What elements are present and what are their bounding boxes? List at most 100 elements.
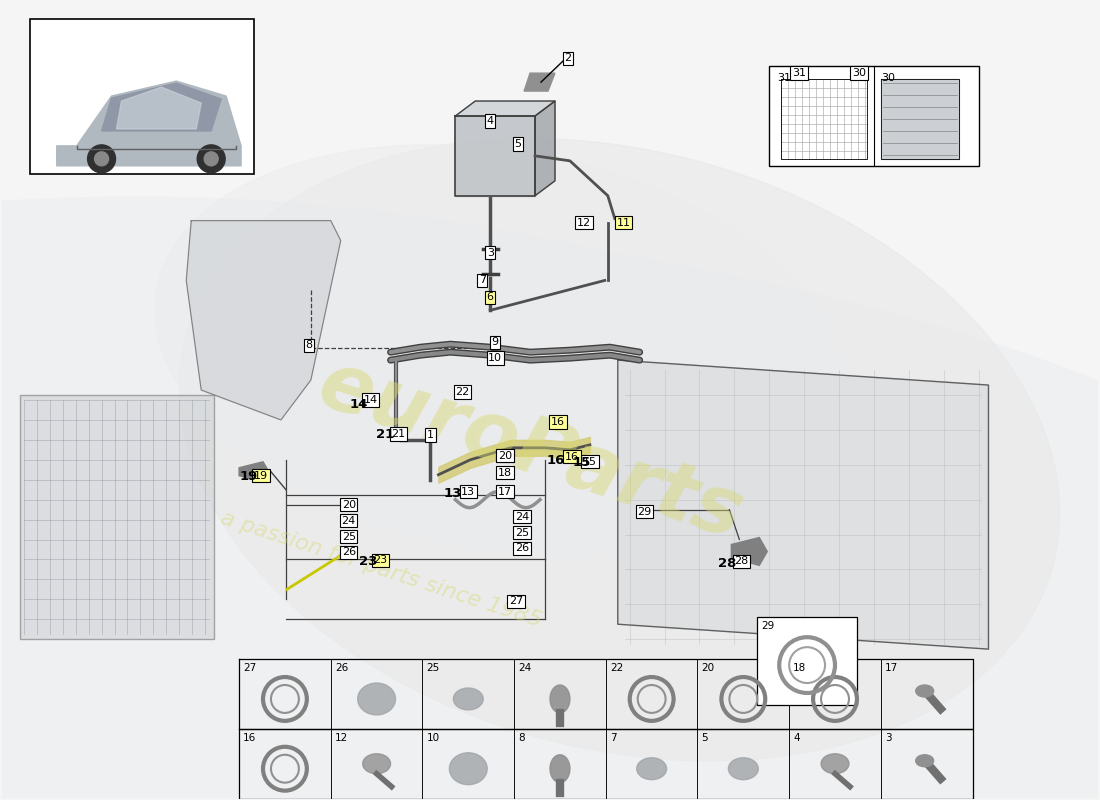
Ellipse shape	[915, 685, 934, 697]
Text: 30: 30	[851, 68, 866, 78]
Text: 26: 26	[334, 663, 348, 673]
Text: 7: 7	[478, 275, 486, 286]
Polygon shape	[732, 538, 767, 566]
Text: 27: 27	[243, 663, 256, 673]
Text: 21: 21	[376, 428, 395, 442]
Polygon shape	[455, 116, 535, 196]
Text: 17: 17	[498, 486, 513, 497]
Polygon shape	[57, 81, 241, 166]
Ellipse shape	[915, 754, 934, 766]
Polygon shape	[101, 83, 221, 131]
Bar	[30, 19, 254, 174]
Text: 26: 26	[515, 543, 529, 554]
Ellipse shape	[550, 685, 570, 713]
Polygon shape	[239, 462, 270, 482]
Text: 14: 14	[350, 398, 367, 411]
Text: 20: 20	[702, 663, 715, 673]
Text: 14: 14	[364, 395, 377, 405]
Text: 23: 23	[374, 555, 387, 566]
Text: 24: 24	[515, 511, 529, 522]
Text: 13: 13	[443, 487, 462, 500]
Text: 24: 24	[518, 663, 531, 673]
Ellipse shape	[637, 758, 667, 780]
Text: 15: 15	[573, 456, 591, 470]
Text: 12: 12	[576, 218, 591, 228]
Text: 10: 10	[488, 353, 503, 363]
Text: 20: 20	[498, 451, 513, 461]
Ellipse shape	[363, 754, 390, 774]
Polygon shape	[881, 79, 958, 159]
Text: 30: 30	[881, 73, 894, 83]
Text: 12: 12	[334, 733, 348, 743]
Bar	[769, 66, 979, 166]
Ellipse shape	[453, 688, 483, 710]
Polygon shape	[618, 360, 989, 649]
Text: 22: 22	[455, 387, 470, 397]
Text: 17: 17	[498, 451, 513, 461]
Text: 17: 17	[884, 663, 898, 673]
Text: 6: 6	[486, 292, 494, 302]
Text: 10: 10	[427, 733, 440, 743]
Text: 25: 25	[427, 663, 440, 673]
Text: 19: 19	[240, 470, 258, 483]
Polygon shape	[186, 221, 341, 420]
Text: 8: 8	[518, 733, 525, 743]
Text: 24: 24	[342, 515, 355, 526]
Text: 5: 5	[515, 139, 521, 149]
Polygon shape	[117, 87, 201, 129]
Text: 20: 20	[342, 500, 355, 510]
Text: 16: 16	[547, 454, 565, 467]
Text: 26: 26	[342, 547, 355, 558]
Text: 3: 3	[884, 733, 891, 743]
Text: 31: 31	[792, 68, 806, 78]
PathPatch shape	[2, 196, 1098, 798]
Text: 19: 19	[254, 470, 268, 481]
Text: 18: 18	[793, 663, 806, 673]
Ellipse shape	[179, 138, 1059, 761]
Ellipse shape	[728, 758, 758, 780]
Text: 18: 18	[498, 468, 513, 478]
Text: 1: 1	[427, 430, 433, 440]
Bar	[757, 618, 857, 705]
Circle shape	[88, 145, 116, 173]
Text: 21: 21	[392, 429, 406, 439]
Text: 16: 16	[565, 452, 579, 462]
Text: 25: 25	[515, 527, 529, 538]
Circle shape	[95, 152, 109, 166]
Text: 28: 28	[734, 557, 748, 566]
Text: 31: 31	[778, 73, 791, 83]
Text: 3: 3	[486, 247, 494, 258]
Text: 4: 4	[486, 116, 494, 126]
Text: 16: 16	[243, 733, 256, 743]
Text: 15: 15	[583, 457, 597, 466]
Text: a passion for parts since 1985: a passion for parts since 1985	[218, 508, 543, 631]
Text: 5: 5	[702, 733, 708, 743]
Text: 4: 4	[793, 733, 800, 743]
Text: euroParts: euroParts	[308, 345, 752, 555]
Polygon shape	[455, 101, 556, 116]
Bar	[20, 395, 214, 639]
Text: 28: 28	[718, 557, 737, 570]
Text: 2: 2	[564, 53, 572, 63]
Text: 16: 16	[551, 417, 565, 427]
Text: 23: 23	[360, 555, 377, 568]
Ellipse shape	[358, 683, 396, 715]
Text: 29: 29	[761, 622, 774, 631]
Text: 7: 7	[609, 733, 616, 743]
Circle shape	[205, 152, 218, 166]
Polygon shape	[535, 101, 556, 196]
Text: 9: 9	[492, 338, 498, 347]
Text: 11: 11	[617, 218, 630, 228]
Text: 8: 8	[306, 340, 312, 350]
Circle shape	[197, 145, 226, 173]
Ellipse shape	[155, 145, 846, 555]
Polygon shape	[524, 73, 556, 91]
Text: 25: 25	[342, 531, 355, 542]
Ellipse shape	[821, 754, 849, 774]
Text: 29: 29	[638, 506, 652, 517]
Ellipse shape	[550, 754, 570, 782]
Text: 27: 27	[509, 596, 524, 606]
Ellipse shape	[450, 753, 487, 785]
Text: 13: 13	[461, 486, 475, 497]
Text: 22: 22	[609, 663, 623, 673]
